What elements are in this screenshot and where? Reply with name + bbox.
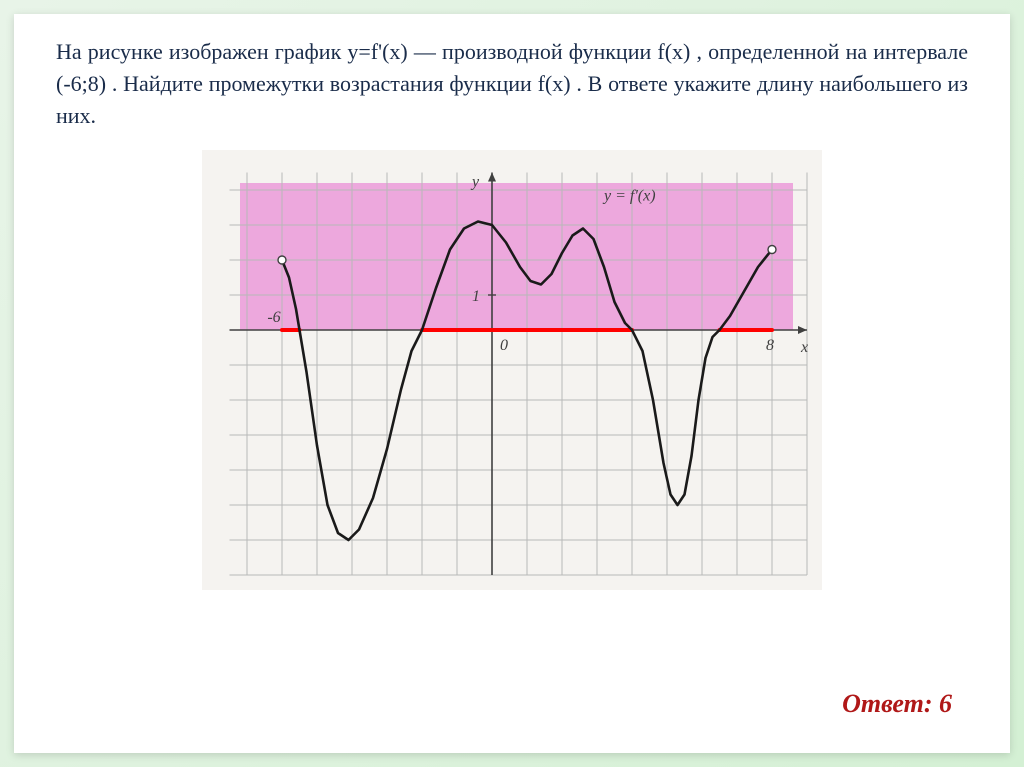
derivative-chart: y x 1 0 -6 8 y = f'(x)	[202, 150, 822, 590]
svg-text:y = f'(x): y = f'(x)	[602, 187, 656, 204]
svg-text:0: 0	[500, 337, 508, 354]
problem-text: На рисунке изображен график y=f'(x) — пр…	[56, 36, 968, 132]
slide-container: На рисунке изображен график y=f'(x) — пр…	[14, 14, 1010, 753]
svg-text:8: 8	[766, 337, 774, 354]
chart-container: y x 1 0 -6 8 y = f'(x)	[202, 150, 822, 590]
svg-text:1: 1	[472, 288, 480, 305]
svg-text:y: y	[470, 173, 480, 190]
answer-text: Ответ: 6	[842, 689, 952, 719]
svg-text:x: x	[800, 339, 808, 356]
svg-text:-6: -6	[267, 309, 280, 326]
